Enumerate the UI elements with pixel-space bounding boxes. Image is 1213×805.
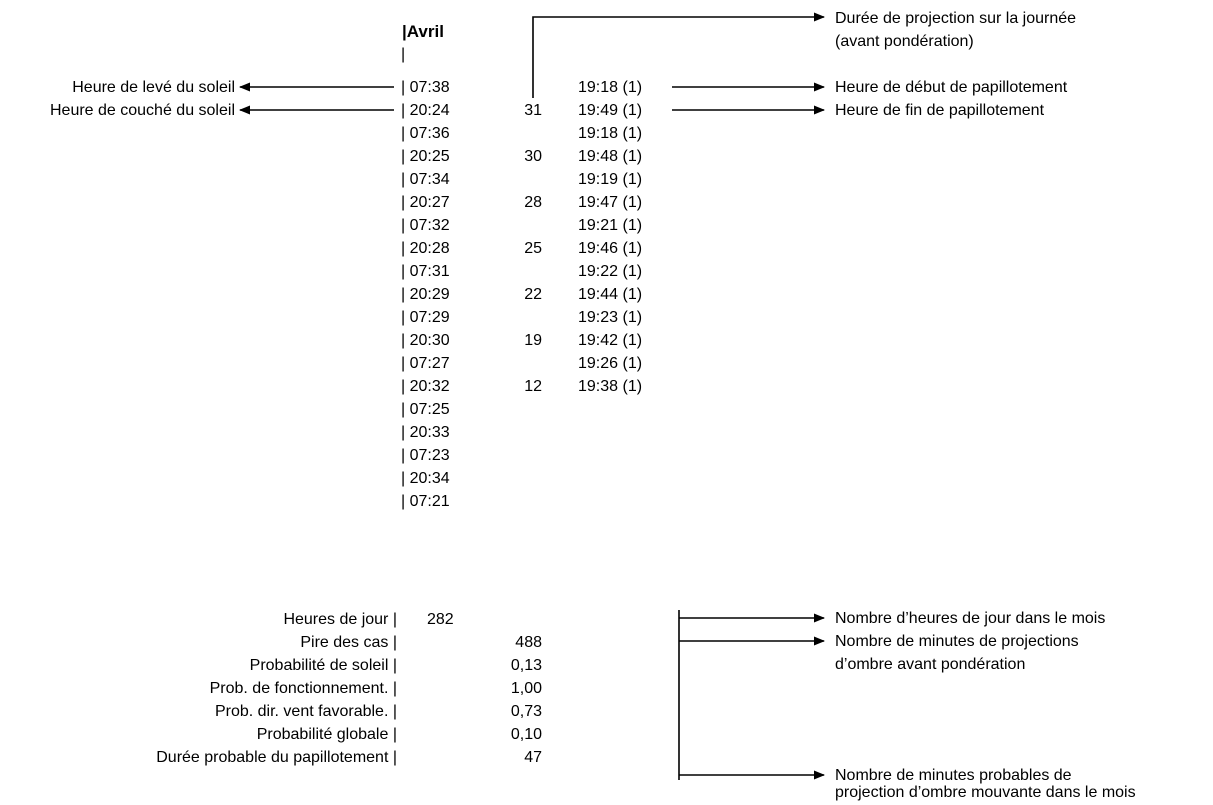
flicker-minutes: 31: [524, 102, 542, 119]
sun-time: | 07:21: [401, 493, 450, 510]
summary-label: Prob. dir. vent favorable. |: [214, 703, 397, 720]
probable-flicker-label: Nombre de minutes probables de: [835, 767, 1072, 784]
flicker-minutes: 22: [524, 286, 542, 303]
sun-time: | 07:29: [401, 309, 450, 326]
flicker-end-label: Heure de fin de papillotement: [835, 102, 1045, 119]
summary-value: 47: [524, 749, 542, 766]
projection-duration-arrow: [532, 12, 826, 98]
sunrise-label: Heure de levé du soleil: [72, 79, 235, 96]
flicker-time: 19:38 (1): [578, 378, 643, 395]
sun-time: | 07:25: [401, 401, 450, 418]
projection-duration-label: Durée de projection sur la journée: [835, 10, 1077, 27]
summary-value: 0,10: [510, 726, 542, 743]
sunset-label: Heure de couché du soleil: [49, 102, 235, 119]
flicker-time: 19:18 (1): [578, 125, 643, 142]
summary-label: Probabilité de soleil |: [249, 657, 397, 674]
flicker-time: 19:18 (1): [578, 79, 643, 96]
flicker-time: 19:47 (1): [578, 194, 643, 211]
flicker-minutes: 28: [524, 194, 542, 211]
summary-label: Prob. de fonctionnement. |: [209, 680, 397, 697]
probable-flicker-note: projection d’ombre mouvante dans le mois: [835, 784, 1136, 801]
flicker-time: 19:44 (1): [578, 286, 643, 303]
flicker-time: 19:22 (1): [578, 263, 643, 280]
sun-time: | 07:32: [401, 217, 450, 234]
flicker-minutes: 12: [524, 378, 542, 395]
flicker-minutes: 19: [524, 332, 542, 349]
sun-time: | 07:34: [401, 171, 450, 188]
flicker-time: 19:49 (1): [578, 102, 643, 119]
flicker-time: 19:21 (1): [578, 217, 643, 234]
projection-duration-note: (avant pondération): [835, 33, 974, 50]
flicker-time: 19:42 (1): [578, 332, 643, 349]
column-bar: |: [401, 46, 406, 63]
sun-time: | 20:32: [401, 378, 450, 395]
sun-time: | 07:38: [401, 79, 450, 96]
flicker-time: 19:23 (1): [578, 309, 643, 326]
worst-case-note: d’ombre avant pondération: [835, 656, 1026, 673]
worst-case-label: Nombre de minutes de projections: [835, 633, 1079, 650]
sun-time: | 07:27: [401, 355, 450, 372]
flicker-time: 19:19 (1): [578, 171, 643, 188]
daylight-hours-label: Nombre d’heures de jour dans le mois: [835, 610, 1106, 627]
sun-time: | 20:29: [401, 286, 450, 303]
sun-time: | 20:34: [401, 470, 450, 487]
summary-value: 282: [427, 611, 454, 628]
sun-time: | 20:27: [401, 194, 450, 211]
flicker-time: 19:26 (1): [578, 355, 643, 372]
sun-time: | 20:25: [401, 148, 450, 165]
sun-time: | 20:24: [401, 102, 450, 119]
flicker-time: 19:48 (1): [578, 148, 643, 165]
sun-time: | 20:28: [401, 240, 450, 257]
flicker-time: 19:46 (1): [578, 240, 643, 257]
summary-value: 0,13: [510, 657, 542, 674]
summary-label: Probabilité globale |: [256, 726, 397, 743]
sun-time: | 07:23: [401, 447, 450, 464]
flicker-start-label: Heure de début de papillotement: [835, 79, 1068, 96]
flicker-minutes: 25: [524, 240, 542, 257]
flicker-minutes: 30: [524, 148, 542, 165]
summary-value: 0,73: [510, 703, 542, 720]
month-header: |Avril: [402, 22, 444, 41]
sun-time: | 20:33: [401, 424, 450, 441]
summary-value: 1,00: [510, 680, 542, 697]
summary-label: Pire des cas |: [300, 634, 397, 651]
sun-time: | 07:36: [401, 125, 450, 142]
summary-value: 488: [515, 634, 542, 651]
summary-label: Heures de jour |: [283, 611, 397, 628]
summary-label: Durée probable du papillotement |: [156, 749, 397, 766]
sun-time: | 07:31: [401, 263, 450, 280]
sun-time: | 20:30: [401, 332, 450, 349]
